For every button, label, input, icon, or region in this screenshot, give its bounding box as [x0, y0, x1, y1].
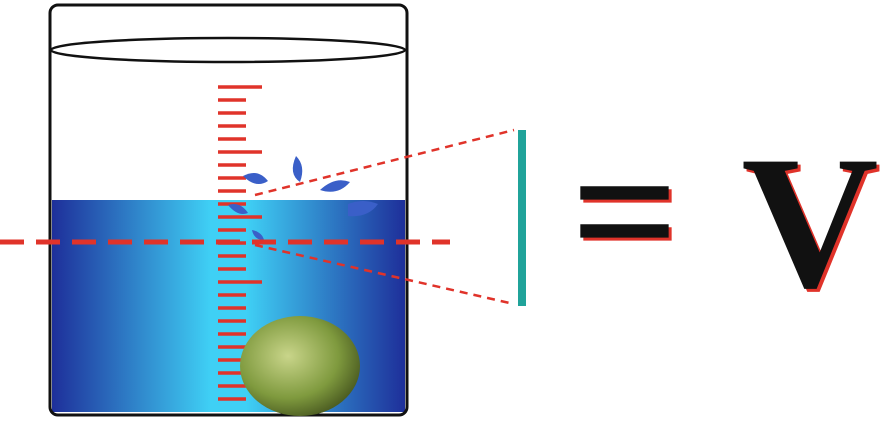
diagram: = = V V [0, 0, 889, 421]
equals-sign: = [571, 107, 679, 317]
volume-label: V [741, 118, 878, 328]
volume-bar [518, 130, 526, 306]
beaker-rim [51, 38, 405, 62]
fruit [240, 316, 360, 416]
